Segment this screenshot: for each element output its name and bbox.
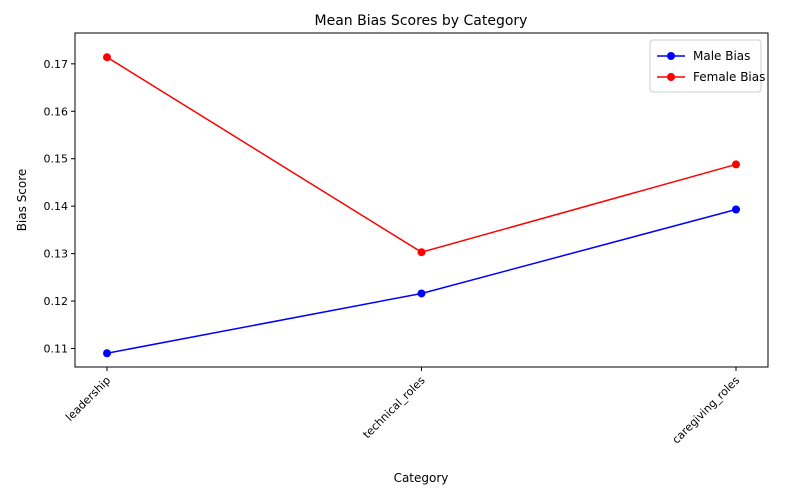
legend-box [649,39,762,93]
y-tick-label: 0.17 [44,58,69,71]
legend: Male Bias Female Bias [649,39,765,93]
x-axis-ticks: leadership technical_roles caregiving_role… [63,367,742,446]
female-bias-line [106,56,737,253]
x-tick-label: leadership [63,374,113,424]
legend-label-female-bias: Female Bias [693,70,765,84]
female-bias-point [417,248,426,257]
legend-label-male-bias: Male Bias [693,49,750,63]
y-tick-label: 0.16 [44,105,69,118]
y-tick-label: 0.13 [44,248,69,261]
female-bias-point [103,53,111,62]
x-tick-label: caregiving_roles [670,374,743,447]
series-layer [103,53,740,358]
x-axis-title: Category [394,471,449,485]
male-bias-point [732,205,740,214]
y-tick-label: 0.11 [44,342,69,355]
chart-title: Mean Bias Scores by Category [315,13,528,29]
female-bias-point [732,160,740,169]
male-bias-point [417,289,426,298]
legend-marker-female-bias [667,73,675,81]
y-tick-label: 0.14 [44,200,69,213]
y-tick-label: 0.12 [44,295,69,308]
male-bias-line [106,208,737,354]
x-tick-label: technical_roles [360,374,427,441]
y-axis-ticks: 0.11 0.12 0.13 0.14 0.15 0.16 0.17 [44,58,75,355]
legend-marker-male-bias [667,52,675,60]
male-bias-point [103,349,111,358]
y-tick-label: 0.15 [44,153,69,166]
y-axis-title: Bias Score [15,169,29,232]
